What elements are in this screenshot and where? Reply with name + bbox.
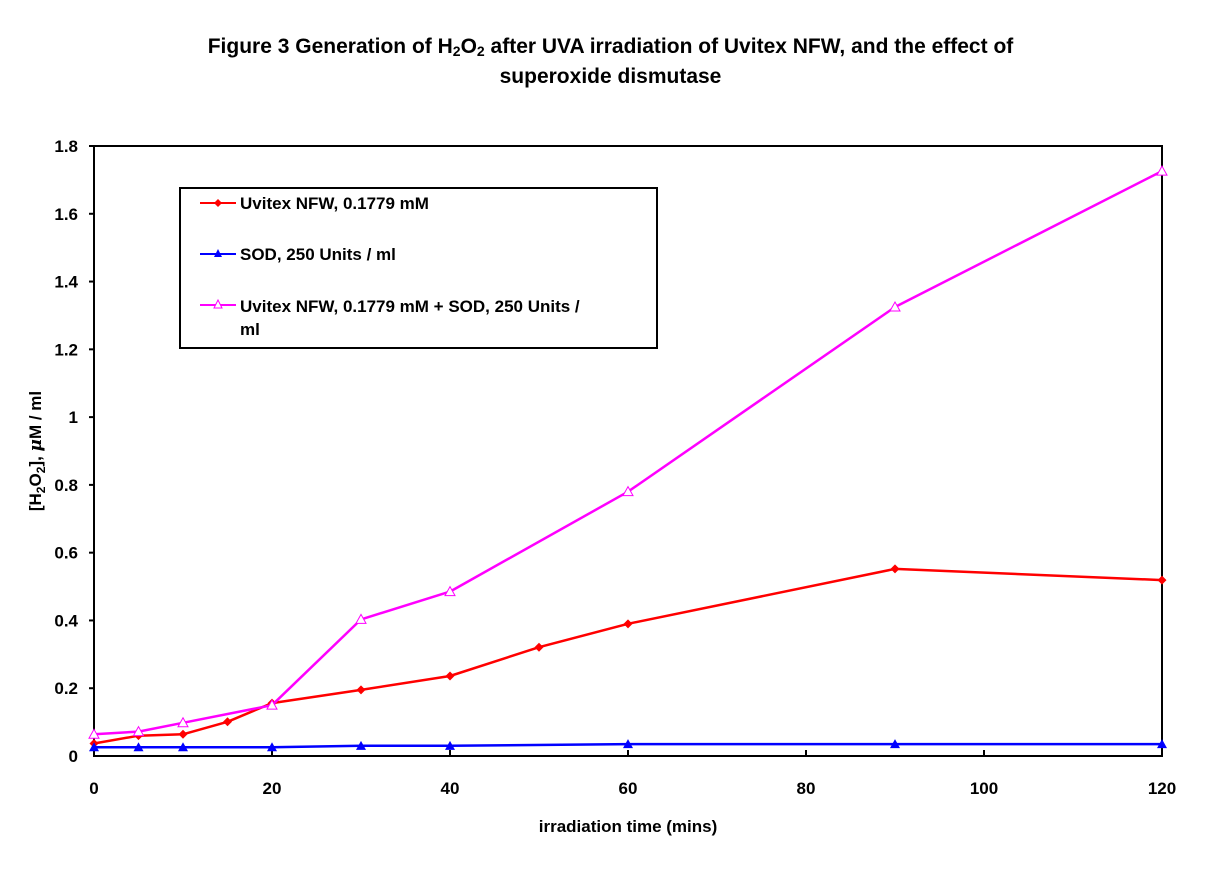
series-uvitex <box>89 564 1167 748</box>
y-title-subscript-1: 2 <box>34 486 48 493</box>
data-point-uvitex <box>445 671 455 681</box>
y-title-prefix: [H <box>26 493 45 511</box>
x-tick-label: 60 <box>619 779 638 798</box>
y-tick-label: 1.2 <box>54 340 78 359</box>
y-axis-title: [H2O2], μM / ml <box>26 391 48 511</box>
data-point-uvitex <box>1157 575 1167 585</box>
y-title-suffix: ], <box>26 451 45 466</box>
x-tick-label: 0 <box>89 779 98 798</box>
data-point-uvitex-sod <box>444 585 456 597</box>
y-tick-label: 0.8 <box>54 476 78 495</box>
y-title-mu: μ <box>26 439 46 451</box>
data-point-uvitex-sod <box>177 716 189 728</box>
x-axis-title: irradiation time (mins) <box>539 817 718 836</box>
data-point-sod <box>133 742 144 752</box>
title-subscript-2: 2 <box>476 43 485 59</box>
data-point-sod <box>356 740 366 750</box>
data-point-uvitex <box>623 619 633 629</box>
series-line-uvitex <box>93 567 1163 745</box>
legend-diamond-marker-icon <box>214 199 222 207</box>
y-tick-label: 1.4 <box>54 273 78 292</box>
y-axis-ticks: 0 0.2 0.4 0.6 0.8 1 1.2 1.4 1.6 1.8 <box>54 137 94 766</box>
legend-label-sod: SOD, 250 Units / ml <box>240 245 396 264</box>
series-sod <box>89 739 1167 752</box>
x-tick-label: 120 <box>1148 779 1176 798</box>
legend-label-uvitex-sod-line2: ml <box>240 320 260 339</box>
y-title-subscript-2: 2 <box>34 466 48 473</box>
y-tick-label: 1.6 <box>54 205 78 224</box>
data-point-uvitex <box>890 564 900 574</box>
legend-label-uvitex: Uvitex NFW, 0.1779 mM <box>240 194 429 213</box>
legend-open-triangle-marker-icon <box>213 298 223 309</box>
title-text-prefix: Figure 3 Generation of H <box>207 35 453 58</box>
data-point-uvitex <box>223 717 232 727</box>
y-title-mid: O <box>26 473 45 486</box>
y-tick-label: 0 <box>69 747 78 766</box>
y-title-unit: M / ml <box>26 391 45 439</box>
title-subscript-1: 2 <box>452 43 461 59</box>
x-axis-ticks: 0 20 40 60 80 100 120 <box>89 750 1176 798</box>
data-point-sod <box>89 742 99 752</box>
data-point-sod <box>178 742 188 752</box>
x-tick-label: 40 <box>441 779 460 798</box>
data-point-uvitex-sod <box>622 485 634 497</box>
data-point-uvitex <box>356 685 366 695</box>
series-layer <box>88 165 1168 752</box>
data-point-uvitex-sod <box>889 300 901 312</box>
legend-item-sod: SOD, 250 Units / ml <box>200 245 396 264</box>
legend: Uvitex NFW, 0.1779 mM SOD, 250 Units / m… <box>179 187 658 349</box>
y-tick-label: 0.4 <box>54 611 78 630</box>
data-point-uvitex-sod <box>88 728 100 739</box>
x-tick-label: 100 <box>970 779 998 798</box>
chart-title-line-1: Figure 3 Generation of H2O2 after UVA ir… <box>0 32 1221 62</box>
data-point-uvitex-sod <box>132 725 145 737</box>
legend-label-uvitex-sod-line1: Uvitex NFW, 0.1779 mM + SOD, 250 Units / <box>240 297 580 316</box>
y-tick-label: 1.8 <box>54 137 78 156</box>
legend-filled-triangle-marker-icon <box>214 249 222 257</box>
x-tick-label: 20 <box>263 779 282 798</box>
data-point-sod <box>1157 739 1167 749</box>
data-point-uvitex-sod <box>355 613 367 624</box>
data-point-uvitex <box>534 642 544 652</box>
y-tick-label: 0.6 <box>54 544 78 563</box>
legend-item-uvitex-sod: Uvitex NFW, 0.1779 mM + SOD, 250 Units /… <box>200 297 580 339</box>
data-point-sod <box>890 739 900 749</box>
data-point-sod <box>267 742 277 752</box>
x-tick-label: 80 <box>797 779 816 798</box>
y-tick-label: 0.2 <box>54 679 78 698</box>
data-point-uvitex-sod <box>1156 165 1168 176</box>
legend-box <box>179 187 658 349</box>
data-point-uvitex-sod <box>266 699 278 710</box>
title-text-suffix: after UVA irradiation of Uvitex NFW, and… <box>484 35 1014 58</box>
chart-title-line-2: superoxide dismutase <box>499 65 722 88</box>
y-tick-label: 1 <box>69 408 78 427</box>
data-point-sod <box>623 739 633 749</box>
chart-title: Figure 3 Generation of H2O2 after UVA ir… <box>0 32 1221 92</box>
legend-item-uvitex: Uvitex NFW, 0.1779 mM <box>200 194 429 213</box>
data-point-sod <box>445 740 455 750</box>
title-text-mid: O <box>460 35 477 58</box>
data-point-uvitex <box>178 729 188 739</box>
series-uvitex-sod <box>88 165 1168 739</box>
